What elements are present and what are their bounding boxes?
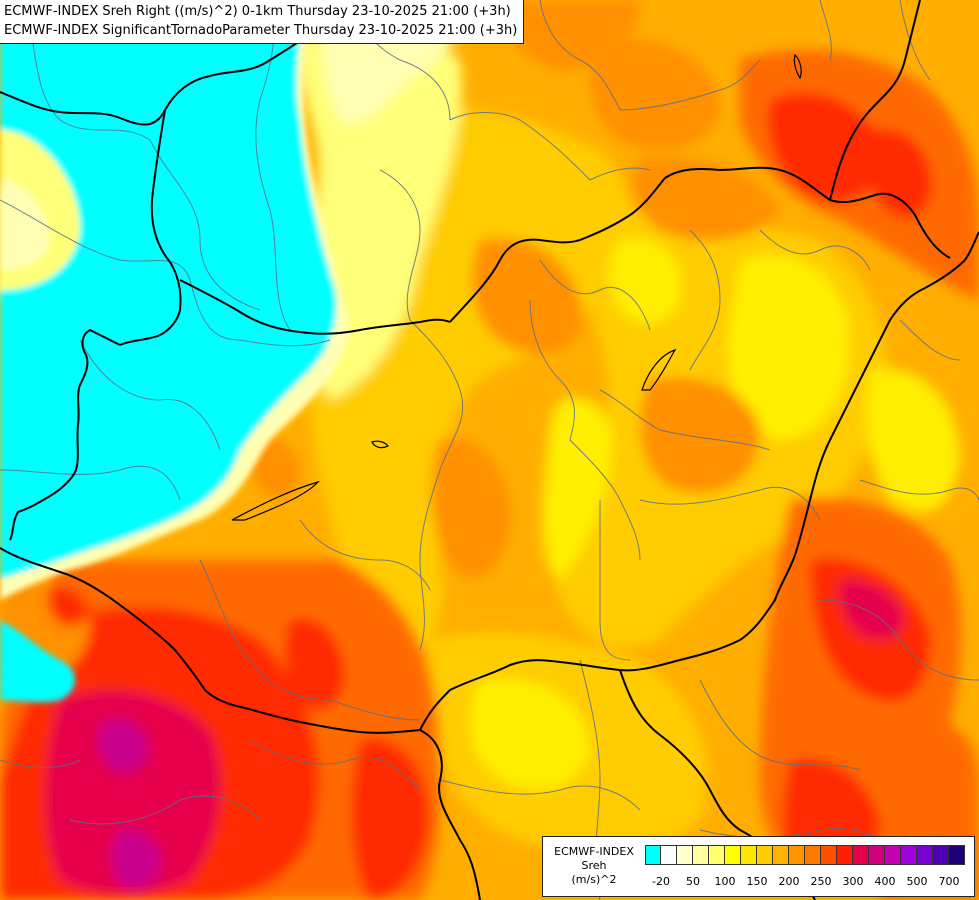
field-orange-w	[250, 437, 300, 499]
legend-swatch	[741, 845, 757, 865]
field-red-sw2	[284, 618, 345, 711]
field-red-sw3	[351, 738, 430, 900]
legend-tick-label: 200	[778, 875, 800, 888]
map-title-box: ECMWF-INDEX Sreh Right ((m/s)^2) 0-1km T…	[0, 0, 525, 44]
legend-tick-label: 700	[938, 875, 960, 888]
legend-swatch	[949, 845, 965, 865]
legend-swatch	[821, 845, 837, 865]
field-orange-4	[589, 38, 720, 150]
field-pale-island-inner	[0, 180, 50, 270]
legend-tick-label: 400	[874, 875, 896, 888]
legend-tick-label: 250	[810, 875, 832, 888]
field-yellow-5	[866, 368, 960, 512]
legend-swatch	[709, 845, 725, 865]
field-crimson-sw	[45, 690, 221, 895]
legend-swatch	[677, 845, 693, 865]
field-magenta-sw	[98, 718, 149, 773]
field-cyan	[0, 0, 337, 580]
field-crimson-e	[838, 579, 905, 640]
field-yellow-4	[542, 398, 613, 580]
field-red-ne2	[863, 128, 932, 219]
field-yellow-1	[727, 254, 850, 440]
field-magenta-sw2	[111, 829, 161, 889]
legend-title-unit: (m/s)^2	[571, 873, 617, 886]
field-orange-top	[500, 0, 640, 70]
legend-tick-label: 500	[906, 875, 928, 888]
legend-swatch	[917, 845, 933, 865]
field-yellow-2	[469, 678, 590, 790]
legend-title: ECMWF-INDEX Sreh (m/s)^2	[547, 845, 641, 887]
legend-swatch	[933, 845, 949, 865]
field-red-ne	[768, 92, 882, 202]
lakes	[231, 53, 802, 521]
legend-swatch	[645, 845, 661, 865]
legend-swatch	[837, 845, 853, 865]
legend-title-parameter: Sreh	[581, 859, 607, 872]
legend-swatch	[725, 845, 741, 865]
title-line-sreh: ECMWF-INDEX Sreh Right ((m/s)^2) 0-1km T…	[4, 4, 511, 19]
field-yellow-3	[608, 238, 682, 324]
field-orange-3	[431, 438, 510, 578]
legend-swatch	[773, 845, 789, 865]
legend-tick-label: -20	[652, 875, 670, 888]
legend-ticks: -20 50 100 150 200 250 300 400 500 700	[645, 875, 965, 891]
legend-swatch	[869, 845, 885, 865]
legend-tick-label: 100	[714, 875, 736, 888]
legend-swatch	[901, 845, 917, 865]
field-red-left-lower	[47, 587, 88, 627]
legend-swatch	[693, 845, 709, 865]
legend-swatch	[805, 845, 821, 865]
field-orange-5	[632, 157, 780, 241]
title-line-stp: ECMWF-INDEX SignificantTornadoParameter …	[4, 23, 518, 38]
legend-swatch	[885, 845, 901, 865]
legend-swatch	[661, 845, 677, 865]
legend-swatches	[645, 845, 965, 865]
field-cyan-lower	[0, 620, 75, 703]
field-orange-2	[640, 377, 760, 493]
legend-tick-label: 150	[746, 875, 768, 888]
legend-swatch	[757, 845, 773, 865]
legend-swatch	[789, 845, 805, 865]
legend-title-source: ECMWF-INDEX	[554, 845, 634, 858]
legend-tick-label: 300	[842, 875, 864, 888]
color-legend: ECMWF-INDEX Sreh (m/s)^2 -20 50 100 150 200 2…	[542, 836, 975, 897]
legend-swatch	[853, 845, 869, 865]
legend-tick-label: 50	[686, 875, 700, 888]
field-orange-1	[472, 238, 582, 353]
